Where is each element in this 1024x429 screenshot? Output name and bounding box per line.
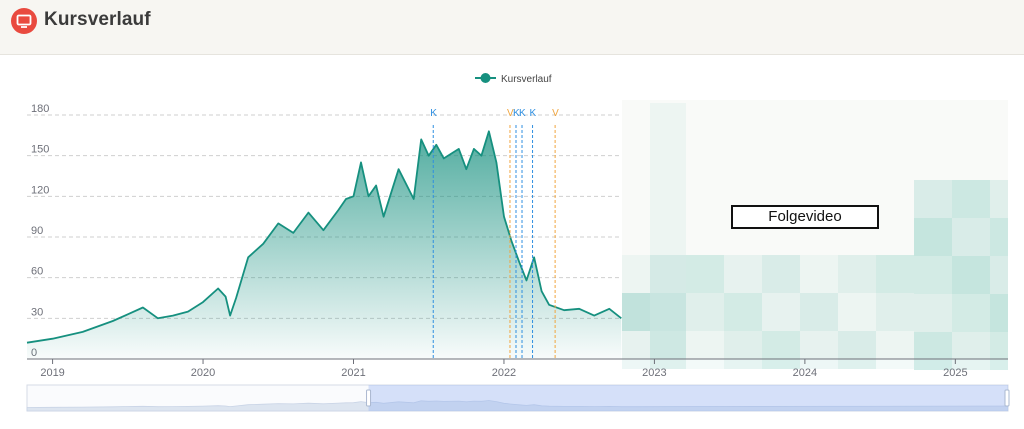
annotation-label: V (507, 108, 514, 119)
blur-cell (990, 294, 1008, 332)
blur-cell (622, 331, 650, 369)
series-area (26, 130, 622, 359)
y-tick-label: 90 (31, 225, 43, 237)
annotation-label: K (530, 108, 537, 119)
legend-marker (480, 73, 491, 83)
blurred-region (622, 100, 1008, 370)
blur-cell (800, 293, 838, 331)
range-slider[interactable] (26, 384, 1010, 412)
blur-cell (952, 332, 990, 370)
blur-cell (990, 218, 1008, 256)
blur-cell (952, 294, 990, 332)
blur-cell (914, 256, 952, 294)
blur-cell (990, 256, 1008, 294)
series-area-fill (27, 131, 622, 359)
blur-cell (650, 331, 686, 369)
page-header: Kursverlauf (0, 0, 1024, 55)
blur-cell (914, 332, 952, 370)
y-axis: 0306090120150180 (31, 103, 49, 359)
blur-cell (686, 255, 724, 293)
blur-cell (622, 293, 686, 331)
blur-cell (762, 255, 800, 293)
x-axis: 2019 2020 2021 2022 2023 2024 2025 (40, 359, 968, 379)
follow-video-box[interactable]: Folgevideo (731, 205, 879, 229)
blur-cell (724, 293, 762, 331)
page-title: Kursverlauf (44, 9, 151, 30)
blur-cell (622, 293, 650, 331)
blur-cell (952, 180, 990, 218)
x-tick-label: 2020 (191, 367, 215, 379)
x-tick-label: 2019 (40, 367, 64, 379)
blur-cell (838, 255, 876, 293)
y-tick-label: 180 (31, 103, 49, 115)
slider-handle-end[interactable] (1004, 389, 1010, 407)
blur-background (622, 100, 1008, 359)
blur-cell (838, 331, 876, 369)
blur-cell (686, 293, 724, 331)
blur-cell (800, 255, 838, 293)
blur-cell (990, 180, 1008, 218)
blur-cell (990, 332, 1008, 370)
blur-cell (838, 293, 876, 331)
blur-cell (650, 103, 686, 359)
y-tick-label: 30 (31, 306, 43, 318)
annotation-label: V (552, 108, 559, 119)
blur-cell (650, 293, 686, 331)
blur-cell (762, 331, 800, 369)
legend-label: Kursverlauf (501, 74, 552, 85)
blur-cell (800, 331, 838, 369)
annotation-label: K (519, 108, 526, 119)
blur-cell (876, 293, 914, 331)
blur-cell (914, 180, 952, 218)
blur-cell (952, 218, 990, 256)
slider-preview (26, 400, 1009, 412)
blur-cell (914, 294, 952, 332)
annotation-label: K (513, 108, 520, 119)
slider-window[interactable] (368, 385, 1009, 411)
monitor-icon (11, 8, 37, 34)
blur-cell (952, 256, 990, 294)
blur-cell (650, 255, 686, 293)
x-tick-label: 2022 (492, 367, 516, 379)
x-tick-label: 2025 (943, 367, 967, 379)
y-tick-label: 120 (31, 184, 49, 196)
blur-cell (622, 255, 650, 293)
blur-cell (914, 218, 952, 256)
y-tick-label: 150 (31, 144, 49, 156)
blur-cell (686, 331, 724, 369)
x-tick-label: 2021 (341, 367, 365, 379)
blur-cell (876, 331, 914, 369)
blur-cell (876, 255, 914, 293)
x-tick-label: 2024 (793, 367, 817, 379)
blur-cell (724, 331, 762, 369)
y-tick-label: 60 (31, 266, 43, 278)
slider-handle-start[interactable] (366, 389, 372, 407)
blur-cell (724, 255, 762, 293)
x-tick-label: 2023 (642, 367, 666, 379)
blur-cell (762, 293, 800, 331)
annotation-label: K (430, 108, 437, 119)
series-line (26, 130, 622, 344)
legend[interactable]: Kursverlauf (475, 73, 552, 85)
